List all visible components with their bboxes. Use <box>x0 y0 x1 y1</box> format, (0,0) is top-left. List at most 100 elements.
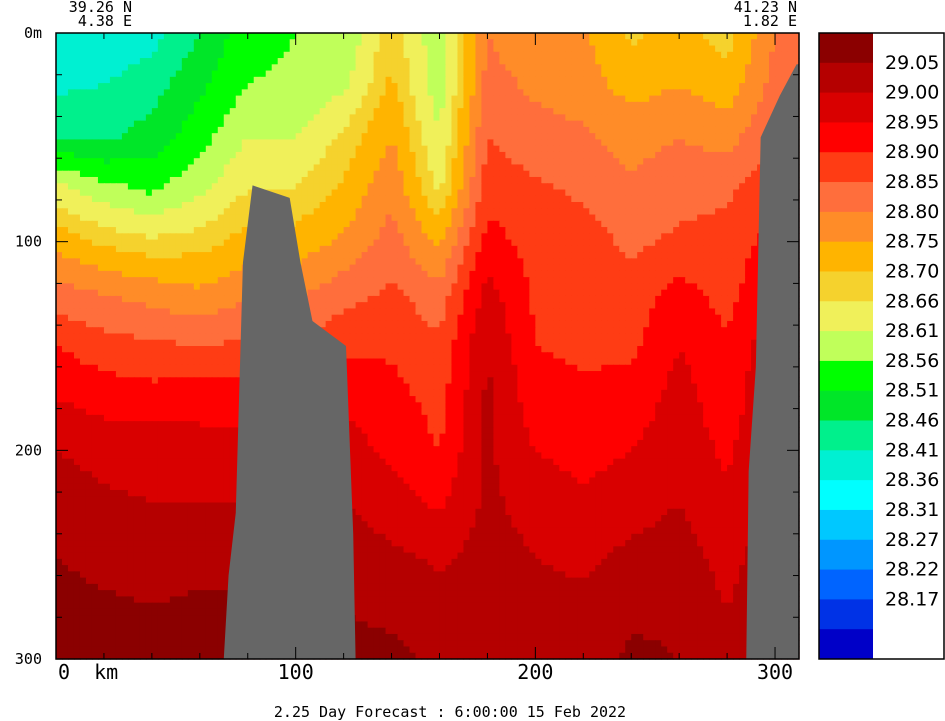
heat-cell <box>475 33 483 40</box>
heat-cell <box>301 239 309 247</box>
heat-cell <box>775 83 782 90</box>
heat-cell <box>649 70 656 78</box>
heat-cell <box>271 158 279 166</box>
heat-cell <box>241 133 249 141</box>
heat-cell <box>415 158 423 166</box>
heat-cell <box>229 39 237 47</box>
heat-cell <box>367 133 375 141</box>
heat-cell <box>403 126 411 134</box>
heat-cell <box>493 214 500 222</box>
heat-cell <box>487 114 495 122</box>
heat-cell <box>553 51 560 59</box>
heat-cell <box>553 227 560 234</box>
heat-cell <box>91 245 99 253</box>
heat-cell <box>199 145 207 153</box>
heat-cell <box>763 95 770 103</box>
heat-cell <box>769 83 776 90</box>
heat-cell <box>697 58 704 65</box>
heat-cell <box>721 189 728 197</box>
heat-cell <box>133 220 141 228</box>
heat-cell <box>517 51 524 59</box>
heat-cell <box>289 170 297 178</box>
heat-cell <box>691 202 698 209</box>
heat-cell <box>613 139 620 147</box>
heat-cell <box>739 170 746 178</box>
heat-cell <box>205 164 213 172</box>
heat-cell <box>445 33 453 40</box>
heat-cell <box>379 151 387 159</box>
heat-cell <box>283 58 291 65</box>
heat-cell <box>289 208 297 216</box>
heat-cell <box>469 239 477 247</box>
heat-cell <box>337 202 345 209</box>
heat-cell <box>589 126 596 134</box>
heat-cell <box>733 245 740 253</box>
heat-cell <box>367 227 375 234</box>
heat-cell <box>433 114 441 122</box>
heat-cell <box>433 45 441 53</box>
heat-cell <box>619 101 626 109</box>
heat-cell <box>733 233 740 241</box>
heat-cell <box>403 239 411 247</box>
heat-cell <box>691 195 698 203</box>
heat-cell <box>511 164 518 172</box>
heat-cell <box>175 151 183 159</box>
heat-cell <box>505 264 512 272</box>
heat-cell <box>511 195 518 203</box>
heat-cell <box>763 70 770 78</box>
heat-cell <box>487 89 495 97</box>
heat-cell <box>121 108 129 115</box>
heat-cell <box>673 58 680 65</box>
heat-cell <box>181 220 189 228</box>
heat-cell <box>343 70 351 78</box>
heat-cell <box>169 176 177 184</box>
heat-cell <box>349 158 357 166</box>
heat-cell <box>619 145 626 153</box>
heat-cell <box>56 145 63 153</box>
heat-cell <box>163 114 171 122</box>
heat-cell <box>553 258 560 266</box>
heat-cell <box>343 133 351 141</box>
heat-cell <box>367 108 375 115</box>
heat-cell <box>355 252 363 259</box>
heat-cell <box>91 252 99 259</box>
heat-cell <box>289 189 297 197</box>
heat-cell <box>721 108 728 115</box>
heat-cell <box>313 170 321 178</box>
heat-cell <box>433 101 441 109</box>
heat-cell <box>325 264 333 272</box>
heat-cell <box>607 202 614 209</box>
heat-cell <box>739 58 746 65</box>
heat-cell <box>67 183 75 191</box>
heat-cell <box>307 45 315 53</box>
heat-cell <box>385 45 393 53</box>
heat-cell <box>739 101 746 109</box>
heat-cell <box>691 189 698 197</box>
heat-cell <box>613 39 620 47</box>
heat-cell <box>625 202 632 209</box>
heat-cell <box>289 126 297 134</box>
heat-cell <box>427 39 435 47</box>
heat-cell <box>97 270 105 278</box>
heat-cell <box>427 195 435 203</box>
heat-cell <box>331 101 339 109</box>
heat-cell <box>565 183 572 191</box>
heat-cell <box>367 202 375 209</box>
heat-cell <box>73 283 81 291</box>
heat-cell <box>67 76 75 84</box>
heat-cell <box>127 108 135 115</box>
heat-cell <box>667 95 674 103</box>
heat-cell <box>697 108 704 115</box>
heat-cell <box>361 70 369 78</box>
heat-cell <box>211 126 219 134</box>
heat-cell <box>193 89 201 97</box>
heat-cell <box>199 76 207 84</box>
heat-cell <box>235 58 243 65</box>
heat-cell <box>127 170 135 178</box>
heat-cell <box>607 33 614 40</box>
heat-cell <box>607 108 614 115</box>
heat-cell <box>493 139 500 147</box>
heat-cell <box>427 89 435 97</box>
heat-cell <box>691 264 698 272</box>
heat-cell <box>535 95 542 103</box>
